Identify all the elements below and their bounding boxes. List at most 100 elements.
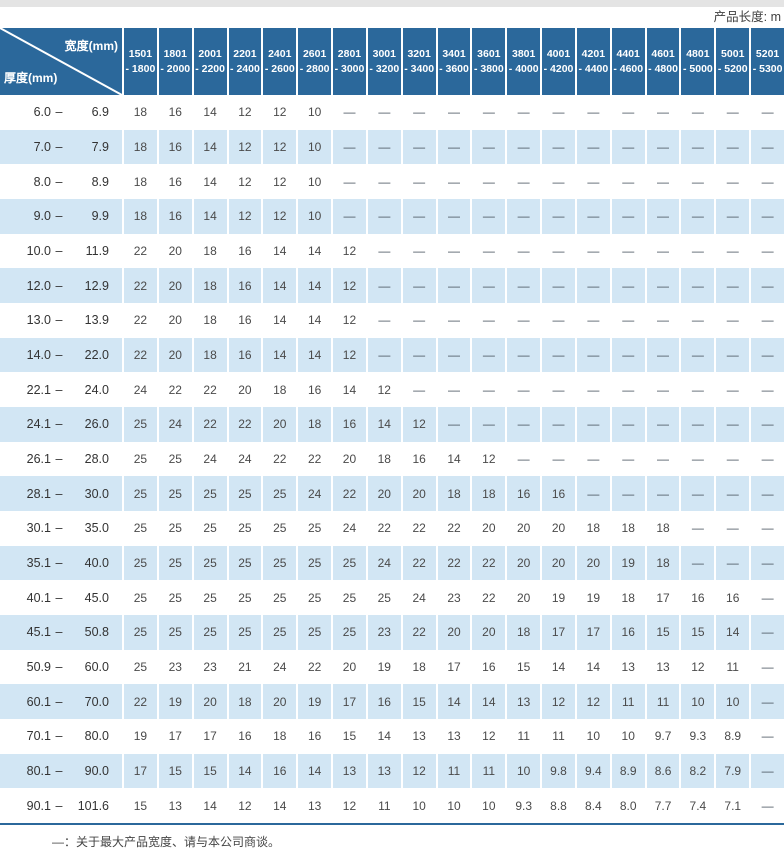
empty-cell: — (574, 233, 610, 269)
length-value-cell: 11 (505, 719, 540, 754)
length-value-cell: 14 (261, 268, 296, 304)
empty-cell: — (609, 303, 645, 338)
length-value-cell: 12 (540, 684, 575, 720)
length-value-cell: 9.3 (505, 788, 540, 824)
length-value-cell: 8.9 (714, 719, 749, 754)
empty-cell: — (749, 615, 784, 650)
length-value-cell: 17 (156, 719, 192, 754)
empty-cell: — (400, 372, 436, 408)
length-value-cell: 14 (296, 753, 331, 789)
empty-cell: — (644, 164, 680, 200)
length-value-cell: 22 (122, 337, 157, 373)
length-value-cell: 15 (400, 684, 436, 720)
empty-cell: — (400, 199, 436, 234)
row-label-thickness-range: 80.1–90.0 (26, 764, 109, 779)
length-value-cell: 11 (644, 684, 680, 720)
empty-cell: — (644, 233, 680, 269)
length-value-cell: 25 (331, 545, 366, 581)
empty-cell: — (644, 441, 680, 477)
empty-cell: — (435, 164, 471, 200)
length-value-cell: 24 (191, 441, 227, 477)
column-header-width-range: 3001- 3200 (365, 28, 401, 95)
empty-cell: — (505, 233, 540, 269)
length-value-cell: 25 (122, 545, 157, 581)
length-value-cell: 14 (714, 615, 749, 650)
length-value-cell: 7.4 (679, 788, 714, 824)
empty-cell: — (365, 268, 401, 304)
empty-cell: — (679, 545, 714, 581)
empty-cell: — (714, 95, 749, 130)
length-value-cell: 16 (714, 580, 749, 616)
empty-cell: — (644, 95, 680, 130)
length-value-cell: 15 (191, 753, 227, 789)
length-value-cell: 18 (122, 95, 157, 130)
empty-cell: — (679, 476, 714, 512)
length-value-cell: 16 (226, 303, 262, 338)
length-value-cell: 14 (540, 649, 575, 685)
length-value-cell: 22 (331, 476, 366, 512)
length-value-cell: 24 (400, 580, 436, 616)
length-value-cell: 13 (609, 649, 645, 685)
row-label-thickness-range: 26.1–28.0 (26, 452, 109, 467)
empty-cell: — (435, 233, 471, 269)
length-value-cell: 7.1 (714, 788, 749, 824)
length-value-cell: 19 (540, 580, 575, 616)
row-label-thickness-range: 24.1–26.0 (26, 417, 109, 432)
length-value-cell: 10 (470, 788, 505, 824)
length-value-cell: 9.7 (644, 719, 680, 754)
length-value-cell: 25 (122, 407, 157, 442)
empty-cell: — (609, 129, 645, 165)
empty-cell: — (749, 545, 784, 581)
empty-cell: — (714, 407, 749, 442)
length-value-cell: 25 (226, 615, 262, 650)
length-value-cell: 15 (122, 788, 157, 824)
table-row: 24.1–26.0 25 24 22 22 20 18 16 14 12— — — — — — — — — — (0, 407, 784, 442)
empty-cell: — (470, 337, 505, 373)
length-value-cell: 18 (609, 580, 645, 616)
length-value-cell: 12 (226, 95, 262, 130)
length-value-cell: 24 (226, 441, 262, 477)
length-value-cell: 8.6 (644, 753, 680, 789)
length-value-cell: 20 (156, 303, 192, 338)
length-value-cell: 9.8 (540, 753, 575, 789)
length-value-cell: 8.2 (679, 753, 714, 789)
length-value-cell: 16 (156, 129, 192, 165)
length-value-cell: 22 (470, 580, 505, 616)
length-value-cell: 25 (226, 545, 262, 581)
length-value-cell: 18 (122, 164, 157, 200)
diagonal-divider-line (0, 28, 122, 95)
empty-cell: — (400, 303, 436, 338)
table-header-row: 宽度(mm) 厚度(mm) 1501- 1800 1801- 2000 2001- … (0, 28, 784, 95)
empty-cell: — (749, 649, 784, 685)
length-value-cell: 17 (122, 753, 157, 789)
empty-cell: — (714, 441, 749, 477)
empty-cell: — (714, 545, 749, 581)
length-value-cell: 14 (331, 372, 366, 408)
length-value-cell: 14 (226, 753, 262, 789)
column-header-width-range: 4001- 4200 (540, 28, 575, 95)
row-label-thickness-range: 60.1–70.0 (26, 694, 109, 709)
empty-cell: — (714, 372, 749, 408)
length-value-cell: 18 (609, 511, 645, 546)
empty-cell: — (609, 441, 645, 477)
length-value-cell: 25 (122, 476, 157, 512)
length-value-cell: 10 (574, 719, 610, 754)
empty-cell: — (749, 95, 784, 130)
table-row: 12.0–12.9 22 20 18 16 14 14 12— — — — — — — — — — — — (0, 268, 784, 304)
length-value-cell: 19 (122, 719, 157, 754)
table-row: 50.9–60.0 25 23 23 21 24 22 20 19 18 17 16 15 14 14 13 1… (0, 649, 784, 685)
length-value-cell: 25 (296, 545, 331, 581)
length-value-cell: 16 (679, 580, 714, 616)
length-value-cell: 14 (296, 233, 331, 269)
length-value-cell: 13 (296, 788, 331, 824)
column-header-width-range: 1501- 1800 (122, 28, 157, 95)
empty-cell: — (470, 95, 505, 130)
empty-cell: — (609, 337, 645, 373)
empty-cell: — (435, 95, 471, 130)
length-value-cell: 25 (226, 476, 262, 512)
length-value-cell: 25 (261, 580, 296, 616)
empty-cell: — (679, 164, 714, 200)
empty-cell: — (609, 95, 645, 130)
table-row: 40.1–45.0 25 25 25 25 25 25 25 25 24 23 22 20 19 19 18 1… (0, 580, 784, 616)
